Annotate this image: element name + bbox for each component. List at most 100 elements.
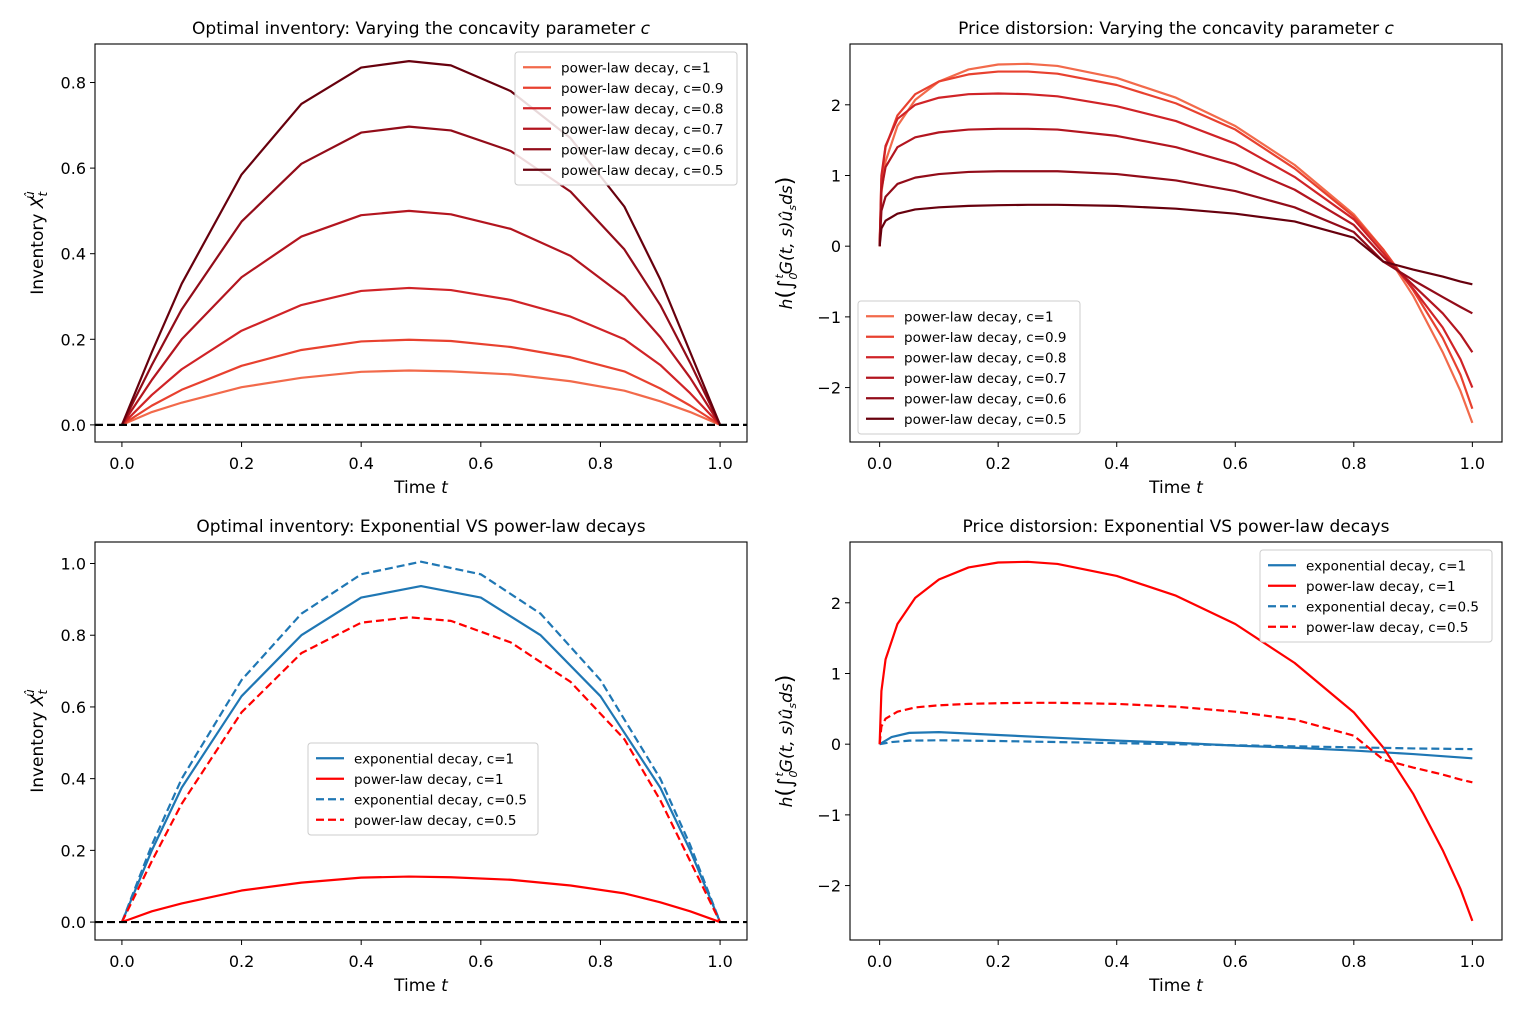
x-axis-label: Time t [393, 976, 449, 996]
legend-entry: power-law decay, c=0.7 [904, 371, 1066, 387]
legend-entry: power-law decay, c=0.5 [354, 813, 516, 829]
chart-bl: Optimal inventory: Exponential VS power-… [23, 517, 748, 996]
y-axis-label-subscript: t [36, 689, 50, 695]
plot-area [95, 60, 747, 426]
y-axis-label-part: G(t, s) [777, 221, 797, 274]
y-axis-label-part: t [773, 274, 786, 279]
x-tick-label: 1.0 [707, 952, 732, 971]
chart-title-text: Optimal inventory: Varying the concavity… [192, 19, 641, 39]
y-tick-label: 2 [831, 96, 841, 115]
x-tick-label: 0.6 [468, 454, 493, 473]
legend-entry: power-law decay, c=0.9 [904, 330, 1066, 346]
y-tick-label: 2 [831, 594, 841, 613]
y-tick-label: 0.8 [61, 626, 86, 645]
y-axis-label-part: s [786, 703, 799, 709]
series-line-4 [878, 701, 1473, 784]
legend-entry: exponential decay, c=0.5 [354, 792, 527, 808]
y-axis-label-part: t [773, 772, 786, 777]
chart-tr: Price distorsion: Varying the concavity … [773, 19, 1503, 498]
legend-entry: exponential decay, c=0.5 [1306, 599, 1479, 615]
y-axis-label-superscript: û [23, 689, 37, 697]
y-axis-label-part: ) [773, 675, 798, 684]
x-tick-label: 0.8 [588, 952, 613, 971]
y-tick-label: 0.2 [61, 330, 86, 349]
x-tick-label: 1.0 [1460, 454, 1485, 473]
x-tick-label: 0.6 [1223, 454, 1248, 473]
legend-entry: power-law decay, c=0.9 [561, 81, 723, 97]
x-tick-label: 0.2 [985, 952, 1010, 971]
x-axis-label: Time t [393, 478, 449, 498]
y-axis-label: h(∫0tG(t, s)ûsds) [773, 177, 800, 310]
legend-box [857, 300, 1081, 435]
legend-entry: power-law decay, c=0.8 [561, 101, 723, 117]
x-tick-label: 0.0 [109, 952, 134, 971]
x-tick-label: 0.6 [468, 952, 493, 971]
chart-tl: Optimal inventory: Varying the concavity… [23, 19, 748, 498]
x-axis-label-variable: t [1196, 976, 1204, 996]
legend-entry: power-law decay, c=1 [1306, 579, 1456, 595]
series-line-3 [120, 560, 722, 923]
y-tick-label: 1 [831, 166, 841, 185]
chart-title-text: Price distorsion: Exponential VS power-l… [963, 517, 1390, 537]
y-tick-label: 0.6 [61, 159, 86, 178]
y-axis-label-part: G(t, s) [777, 719, 797, 772]
plot-area [95, 560, 747, 924]
series-line-5 [120, 125, 722, 426]
plot-area [878, 62, 1474, 424]
legend-entry: power-law decay, c=1 [354, 772, 504, 788]
series-line-3 [121, 286, 721, 426]
x-tick-label: 1.0 [707, 454, 732, 473]
legend-entry: power-law decay, c=0.6 [904, 391, 1066, 407]
x-tick-label: 0.0 [867, 454, 892, 473]
x-axis-label-variable: t [1196, 478, 1204, 498]
y-axis-label-part: ds [777, 683, 797, 703]
y-axis-label-part: ∫ [773, 778, 797, 788]
chart-br: Price distorsion: Exponential VS power-l… [773, 517, 1503, 996]
y-axis-label-part: ds [777, 185, 797, 205]
y-tick-label: −2 [817, 877, 841, 896]
x-axis-label-text: Time [393, 478, 441, 498]
legend-box [307, 742, 539, 836]
legend-entry: power-law decay, c=1 [561, 60, 711, 76]
chart-title: Price distorsion: Varying the concavity … [958, 19, 1394, 39]
y-tick-label: −1 [817, 308, 841, 327]
series-line-1 [879, 731, 1473, 760]
y-axis-label-part: 0 [787, 273, 800, 280]
legend: power-law decay, c=1 power-law decay, c=0… [514, 51, 738, 186]
series-line-3 [879, 739, 1473, 751]
x-axis-label-text: Time [393, 976, 441, 996]
axes-frame [94, 541, 748, 941]
y-axis-label-part: ∫ [773, 280, 797, 290]
y-tick-label: −2 [817, 379, 841, 398]
series-line-4 [120, 616, 722, 923]
y-tick-label: 0 [831, 237, 841, 256]
legend: exponential decay, c=1 power-law decay, c… [307, 742, 539, 836]
y-axis-label: Inventory Xtû [23, 191, 50, 295]
y-tick-label: 0.4 [61, 770, 86, 789]
legend-entry: exponential decay, c=1 [354, 751, 514, 767]
legend-entry: power-law decay, c=0.5 [904, 412, 1066, 428]
y-axis-label-part: 0 [787, 771, 800, 778]
chart-title-variable: c [1384, 19, 1394, 39]
series-line-6 [120, 60, 722, 426]
series-line-2 [878, 560, 1474, 922]
y-tick-label: 0.0 [61, 913, 86, 932]
axes-frame [94, 43, 748, 443]
legend: power-law decay, c=1 power-law decay, c=0… [857, 300, 1081, 435]
x-tick-label: 0.8 [1341, 454, 1366, 473]
series-line-2 [121, 338, 721, 426]
axes-frame [849, 541, 1503, 941]
series-line-6 [878, 203, 1473, 286]
legend-entry: power-law decay, c=0.8 [904, 350, 1066, 366]
y-axis-label: h(∫0tG(t, s)ûsds) [773, 675, 800, 808]
y-tick-label: 0.6 [61, 698, 86, 717]
chart-title-text: Optimal inventory: Exponential VS power-… [196, 517, 645, 537]
y-axis-label-variable: X [28, 196, 48, 209]
legend-box [514, 51, 738, 186]
y-axis-label-part: s [786, 205, 799, 211]
legend-entry: power-law decay, c=0.5 [561, 163, 723, 179]
y-axis-label-part: û [777, 708, 797, 719]
x-tick-label: 0.0 [867, 952, 892, 971]
y-axis-label-part: h [777, 299, 797, 310]
